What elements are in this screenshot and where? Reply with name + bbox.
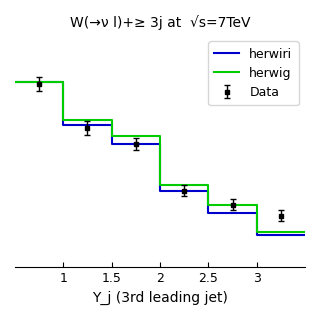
herwig: [158, 134, 162, 138]
herwiri: [255, 233, 259, 236]
Legend: herwiri, herwig, Data: herwiri, herwig, Data: [208, 41, 299, 105]
herwiri: [206, 211, 210, 215]
herwig: [110, 134, 114, 138]
herwiri: [61, 80, 65, 84]
herwig: [61, 80, 65, 84]
herwig: [206, 203, 210, 206]
herwiri: [255, 211, 259, 215]
Line: herwig: herwig: [15, 82, 305, 232]
herwig: [206, 183, 210, 187]
herwiri: [206, 189, 210, 193]
herwig: [303, 230, 307, 234]
herwiri: [158, 189, 162, 193]
herwig: [13, 80, 17, 84]
Line: herwiri: herwiri: [15, 82, 305, 235]
herwiri: [110, 124, 114, 127]
herwig: [110, 118, 114, 122]
herwig: [255, 203, 259, 206]
Title: W(→ν l)+≥ 3j at  √s=7TeV: W(→ν l)+≥ 3j at √s=7TeV: [70, 15, 250, 30]
X-axis label: Y_j (3rd leading jet): Y_j (3rd leading jet): [92, 291, 228, 305]
herwiri: [61, 124, 65, 127]
herwiri: [303, 233, 307, 236]
herwiri: [158, 142, 162, 146]
herwig: [61, 118, 65, 122]
herwiri: [13, 80, 17, 84]
herwig: [255, 230, 259, 234]
herwiri: [110, 142, 114, 146]
herwig: [158, 183, 162, 187]
